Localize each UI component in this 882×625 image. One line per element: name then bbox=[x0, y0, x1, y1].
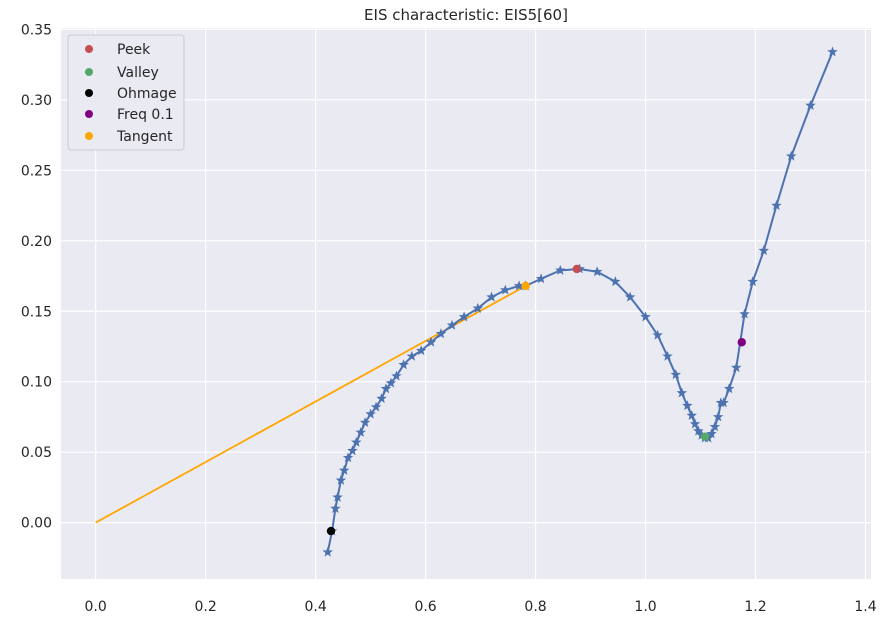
valley-point bbox=[700, 432, 710, 441]
x-tick-label: 0.8 bbox=[524, 599, 546, 615]
legend-marker-valley bbox=[85, 68, 93, 76]
legend-label-freq: Freq 0.1 bbox=[117, 107, 174, 123]
freq-0-1-point bbox=[737, 338, 746, 347]
eis-data-point bbox=[398, 359, 409, 370]
y-tick-label: 0.00 bbox=[21, 516, 52, 532]
eis-data-point bbox=[359, 417, 371, 428]
eis-data-point bbox=[415, 345, 427, 356]
eis-data-point bbox=[535, 273, 547, 284]
x-tick-label: 1.4 bbox=[854, 599, 876, 615]
eis-data-point bbox=[472, 302, 484, 313]
eis-data-point bbox=[670, 369, 682, 380]
eis-data-point bbox=[686, 410, 697, 420]
eis-data-point bbox=[723, 383, 735, 394]
grid bbox=[61, 28, 871, 579]
eis-data-point bbox=[718, 397, 729, 408]
series-points bbox=[322, 46, 838, 557]
y-tick-label: 0.05 bbox=[21, 445, 52, 461]
x-tick-label: 1.0 bbox=[634, 599, 656, 615]
legend-box bbox=[67, 34, 185, 151]
eis-data-point bbox=[347, 445, 358, 456]
x-tick-label: 1.2 bbox=[744, 599, 766, 615]
eis-data-point bbox=[376, 393, 387, 404]
eis-data-point bbox=[747, 276, 758, 287]
chart-title: EIS characteristic: EIS5[60] bbox=[364, 6, 568, 24]
legend-marker-freq bbox=[85, 110, 93, 118]
eis-data-point bbox=[610, 276, 621, 287]
eis-data-point bbox=[771, 200, 782, 211]
eis-data-point bbox=[805, 100, 816, 110]
eis-data-point bbox=[555, 264, 566, 275]
eis-data-point bbox=[682, 400, 693, 411]
eis-data-point bbox=[385, 377, 397, 388]
eis-data-point bbox=[335, 474, 347, 485]
x-tick-labels: 0.0 0.2 0.4 0.6 0.8 1.0 1.2 1.4 bbox=[85, 599, 877, 615]
eis-data-point bbox=[662, 350, 673, 361]
legend-label-ohmage: Ohmage bbox=[117, 86, 177, 102]
tangent-point bbox=[521, 281, 530, 291]
y-tick-labels: 0.00 0.05 0.10 0.15 0.20 0.25 0.30 0.35 bbox=[21, 22, 52, 531]
eis-data-point bbox=[322, 546, 333, 557]
eis-data-point bbox=[380, 383, 392, 394]
eis-data-point bbox=[342, 452, 354, 463]
eis-data-point bbox=[709, 421, 721, 432]
x-tick-label: 0.2 bbox=[194, 599, 216, 615]
eis-data-point bbox=[458, 311, 470, 322]
eis-data-point bbox=[355, 426, 366, 437]
eis-data-point bbox=[330, 503, 341, 513]
eis-data-point bbox=[706, 428, 717, 439]
eis-data-point bbox=[513, 280, 525, 291]
eis-data-point bbox=[370, 401, 382, 412]
eis-data-point bbox=[391, 370, 402, 381]
eis-data-point bbox=[365, 408, 376, 419]
legend-label-peek: Peek bbox=[117, 42, 151, 58]
y-tick-label: 0.30 bbox=[21, 93, 52, 109]
plot-background bbox=[61, 28, 871, 579]
eis-data-point bbox=[827, 46, 838, 57]
legend-label-tangent: Tangent bbox=[116, 129, 173, 145]
y-tick-label: 0.25 bbox=[21, 163, 52, 179]
eis-data-point bbox=[406, 350, 418, 361]
peek-point bbox=[572, 264, 582, 274]
eis-data-point bbox=[640, 311, 651, 322]
eis-data-point bbox=[435, 328, 447, 339]
x-tick-label: 0.0 bbox=[85, 599, 107, 615]
eis-data-point bbox=[486, 291, 497, 302]
eis-data-point bbox=[652, 329, 663, 340]
eis-data-point bbox=[758, 245, 769, 256]
eis-data-point bbox=[676, 387, 688, 398]
y-tick-label: 0.10 bbox=[21, 375, 52, 391]
eis-data-point bbox=[338, 464, 350, 475]
x-tick-label: 0.4 bbox=[304, 599, 326, 615]
legend-marker-peek bbox=[85, 45, 93, 53]
eis-data-point bbox=[693, 425, 704, 436]
legend-label-valley: Valley bbox=[117, 65, 159, 81]
eis-data-point bbox=[332, 491, 343, 502]
legend: Peek Valley Ohmage Freq 0.1 Tangent bbox=[67, 34, 185, 151]
eis-data-point bbox=[624, 291, 636, 302]
ohmage-point bbox=[326, 526, 336, 536]
eis-data-point bbox=[351, 436, 362, 447]
eis-data-point bbox=[500, 284, 511, 295]
eis-data-point bbox=[425, 336, 437, 347]
y-tick-label: 0.20 bbox=[21, 234, 52, 250]
x-tick-label: 0.6 bbox=[414, 599, 436, 615]
y-tick-label: 0.15 bbox=[21, 304, 52, 320]
eis-data-point bbox=[786, 150, 797, 161]
eis-data-point bbox=[712, 411, 724, 422]
legend-marker-tangent bbox=[85, 132, 93, 140]
eis-data-point bbox=[446, 319, 458, 330]
y-tick-label: 0.35 bbox=[21, 22, 52, 38]
eis-data-point bbox=[591, 266, 603, 277]
legend-marker-ohmage bbox=[85, 89, 93, 97]
eis-data-point bbox=[689, 418, 701, 429]
eis-data-point bbox=[739, 308, 750, 319]
eis-data-point bbox=[731, 362, 742, 373]
